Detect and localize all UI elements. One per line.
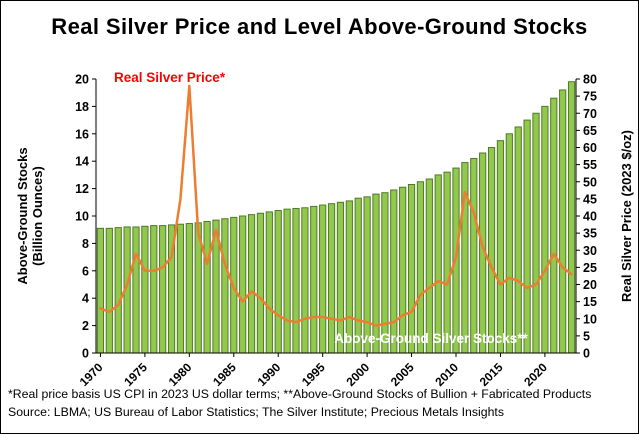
stock-bar <box>310 205 318 354</box>
stock-bar <box>176 223 185 354</box>
stock-bar <box>567 81 576 354</box>
right-axis-tick-label: 10 <box>583 312 597 326</box>
left-axis-tick-label: 20 <box>75 73 89 87</box>
left-axis-tick-label: 14 <box>75 155 89 169</box>
stock-bar <box>434 174 442 354</box>
right-axis-tick-label: 0 <box>583 347 590 361</box>
stock-bar <box>256 212 265 354</box>
right-axis-tick-label: 5 <box>583 329 590 343</box>
x-axis-tick-label: 1985 <box>210 360 239 389</box>
x-axis-tick-label: 2015 <box>477 360 506 389</box>
x-axis-tick-label: 1990 <box>255 360 284 389</box>
stock-bar <box>541 105 549 354</box>
footnote-sources: Source: LBMA; US Bureau of Labor Statist… <box>8 405 504 419</box>
stock-bar <box>96 227 105 354</box>
stock-bar <box>319 204 327 354</box>
x-axis-tick-label: 1975 <box>121 360 150 389</box>
left-axis-tick-label: 10 <box>75 210 89 224</box>
stock-bar <box>470 157 478 354</box>
stock-bar <box>550 97 558 354</box>
left-axis-tick-label: 0 <box>82 347 89 361</box>
right-axis-tick-label: 30 <box>583 244 597 258</box>
stock-bar <box>363 196 371 354</box>
price-series-label: Real Silver Price* <box>114 70 226 85</box>
left-axis-tick-label: 8 <box>82 237 89 251</box>
silver-combo-chart: 0246810121416182005101520253035404550556… <box>15 70 634 389</box>
stock-bar <box>114 227 122 354</box>
stock-bar <box>399 186 407 354</box>
x-axis-tick-label: 1995 <box>299 360 328 389</box>
stock-bar <box>221 218 229 354</box>
stock-bar <box>105 227 113 354</box>
stock-bar <box>247 214 256 354</box>
stock-bar <box>265 211 273 354</box>
stock-bar <box>301 207 309 354</box>
right-axis-tick-label: 15 <box>583 295 597 309</box>
footnote-definitions: *Real price basis US CPI in 2023 US doll… <box>8 387 592 401</box>
stock-bar <box>354 197 362 354</box>
right-axis-tick-label: 65 <box>583 124 597 138</box>
stock-bar <box>496 140 505 354</box>
x-axis-tick-label: 2000 <box>343 360 372 389</box>
stock-bar <box>292 207 300 354</box>
stock-bar <box>239 215 247 354</box>
stock-bar <box>425 178 433 354</box>
stock-bar <box>416 181 425 354</box>
stock-bar <box>532 112 540 354</box>
x-axis-tick-label: 1980 <box>166 360 195 389</box>
right-axis-tick-label: 80 <box>583 73 597 87</box>
stock-bar <box>407 183 416 354</box>
stock-bar <box>390 189 398 354</box>
right-axis-tick-label: 20 <box>583 278 597 292</box>
stock-bar <box>559 89 567 354</box>
x-axis-tick-label: 2010 <box>432 360 461 389</box>
stock-bar <box>443 171 451 354</box>
right-axis-tick-label: 25 <box>583 261 597 275</box>
stock-bar <box>132 226 140 354</box>
stock-bar <box>274 210 282 354</box>
left-axis-tick-label: 4 <box>82 292 89 306</box>
stock-bar <box>203 220 211 354</box>
right-axis-tick-label: 60 <box>583 141 597 155</box>
stock-bar <box>185 223 193 354</box>
right-axis-tick-label: 70 <box>583 107 597 121</box>
left-axis-tick-label: 12 <box>75 182 89 196</box>
left-axis-title-line2: (Billion Ounces) <box>30 166 45 266</box>
left-axis-tick-label: 6 <box>82 264 89 278</box>
right-axis-tick-label: 50 <box>583 175 597 189</box>
stock-bar <box>514 126 522 354</box>
stock-bar <box>283 208 291 354</box>
price-line-series <box>99 84 573 327</box>
stock-bar <box>505 133 513 354</box>
right-axis-tick-label: 35 <box>583 227 597 241</box>
stock-bar <box>141 225 149 354</box>
stock-bar <box>381 192 389 354</box>
right-axis-tick-label: 55 <box>583 158 597 172</box>
stock-bar <box>487 147 496 354</box>
left-axis-title-line1: Above-Ground Stocks <box>15 147 30 284</box>
x-axis-tick-label: 1970 <box>77 360 106 389</box>
x-axis-tick-label: 2005 <box>388 360 417 389</box>
left-axis-tick-label: 2 <box>82 319 89 333</box>
left-axis-tick-label: 16 <box>75 127 89 141</box>
stock-bar <box>523 119 531 354</box>
right-axis-tick-label: 40 <box>583 210 597 224</box>
right-axis-tick-label: 75 <box>583 90 597 104</box>
stock-bar <box>150 225 158 354</box>
right-axis-tick-label: 45 <box>583 192 597 206</box>
left-axis-tick-label: 18 <box>75 100 89 114</box>
price-line <box>99 84 573 327</box>
stocks-series-label: Above-Ground Silver Stocks** <box>334 331 528 346</box>
chart-title: Real Silver Price and Level Above-Ground… <box>51 14 588 39</box>
stocks-bar-series <box>96 81 576 354</box>
stock-bar <box>372 193 380 354</box>
stock-bar <box>159 225 167 354</box>
x-axis-tick-label: 2020 <box>521 360 550 389</box>
right-axis-title: Real Silver Price (2023 $/oz) <box>619 130 634 302</box>
